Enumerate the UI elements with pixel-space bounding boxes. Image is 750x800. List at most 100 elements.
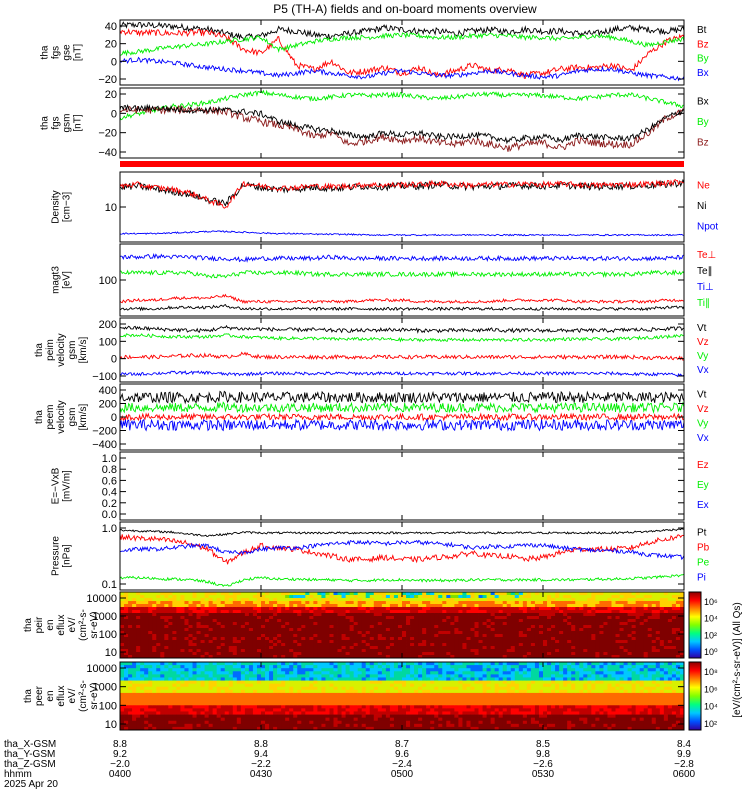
spectrogram-cell: [454, 622, 459, 626]
spectrogram-cell: [410, 708, 415, 712]
y-axis-label: [nT]: [73, 44, 84, 61]
spectrogram-cell: [228, 592, 234, 596]
spectrogram-cell: [635, 616, 641, 620]
spectrogram-cell: [345, 692, 351, 697]
spectrogram-cell: [333, 677, 338, 681]
spectrogram-cell: [619, 613, 624, 617]
spectrogram-cell: [353, 699, 359, 703]
spectrogram-cell: [164, 665, 169, 669]
spectrogram-cell: [430, 711, 435, 715]
spectrogram-cell: [470, 604, 475, 608]
spectrogram-cell: [603, 613, 608, 617]
spectrogram-cell: [285, 717, 290, 722]
spectrogram-cell: [466, 610, 471, 614]
spectrogram-cell: [635, 607, 641, 611]
spectrogram-cell: [486, 652, 492, 656]
spectrogram-cell: [377, 674, 383, 678]
spectrogram-cell: [124, 607, 129, 611]
spectrogram-cell: [595, 625, 600, 629]
spectrogram-cell: [671, 604, 677, 608]
spectrogram-cell: [305, 622, 310, 626]
spectrogram-cell: [518, 646, 524, 650]
spectrogram-cell: [317, 699, 322, 703]
spectrogram-cell: [248, 622, 254, 626]
spectrogram-cell: [220, 601, 226, 605]
spectrogram-cell: [164, 671, 169, 675]
spectrogram-cell: [454, 610, 459, 614]
spectrogram-cell: [212, 616, 218, 620]
spectrogram-cell: [192, 668, 197, 672]
spectrogram-cell: [655, 622, 661, 626]
spectrogram-cell: [176, 726, 181, 731]
spectrogram-cell: [361, 680, 367, 685]
spectrogram-cell: [522, 604, 528, 608]
spectrogram-cell: [325, 699, 330, 703]
spectrogram-cell: [128, 619, 133, 623]
spectrogram-cell: [522, 616, 528, 620]
spectrogram-cell: [547, 619, 552, 623]
spectrogram-cell: [414, 652, 419, 656]
spectrogram-cell: [530, 616, 536, 620]
spectrogram-cell: [240, 625, 246, 629]
spectrogram-cell: [200, 625, 205, 629]
spectrogram-cell: [458, 595, 463, 599]
spectrogram-cell: [337, 625, 342, 629]
spectrogram-cell: [208, 714, 214, 719]
spectrogram-cell: [148, 616, 153, 620]
spectrogram-cell: [208, 619, 214, 623]
spectrogram-cell: [559, 613, 564, 617]
spectrogram-cell: [393, 631, 399, 635]
spectrogram-cell: [381, 619, 387, 623]
spectrogram-cell: [293, 662, 298, 666]
spectrogram-cell: [663, 649, 669, 653]
spectrogram-cell: [579, 628, 584, 632]
spectrogram-cell: [389, 717, 395, 722]
spectrogram-cell: [583, 643, 588, 647]
spectrogram-cell: [273, 674, 278, 678]
spectrogram-cell: [160, 671, 165, 675]
spectrogram-cell: [587, 619, 592, 623]
spectrogram-cell: [543, 610, 548, 614]
spectrogram-cell: [627, 616, 633, 620]
spectrogram-cell: [289, 616, 294, 620]
spectrogram-cell: [393, 628, 399, 632]
spectrogram-cell: [132, 668, 137, 672]
spectrogram-cell: [337, 711, 342, 715]
spectrogram-cell: [265, 613, 270, 617]
spectrogram-cell: [285, 686, 290, 691]
spectrogram-cell: [357, 616, 363, 620]
spectrogram-cell: [442, 601, 447, 605]
spectrogram-cell: [446, 595, 451, 599]
spectrogram-cell: [663, 616, 669, 620]
spectrogram-cell: [365, 598, 371, 602]
spectrogram-cell: [156, 708, 161, 712]
spectrogram-cell: [248, 637, 254, 641]
spectrogram-cell: [418, 649, 423, 653]
spectrogram-cell: [309, 726, 314, 731]
spectrogram-cell: [212, 705, 218, 709]
spectrogram-cell: [200, 640, 205, 644]
spectrogram-cell: [426, 631, 431, 635]
spectrogram-cell: [172, 631, 177, 635]
spectrogram-cell: [675, 601, 681, 605]
spectrogram-cell: [393, 683, 399, 688]
spectrogram-cell: [172, 652, 177, 656]
spectrogram-cell: [446, 592, 451, 596]
spectrogram-cell: [579, 610, 584, 614]
spectrogram-cell: [160, 689, 165, 694]
spectrogram-cell: [349, 686, 355, 691]
spectrogram-cell: [164, 708, 169, 712]
spectrogram-cell: [333, 607, 338, 611]
spectrogram-cell: [454, 631, 459, 635]
spectrogram-cell: [273, 683, 278, 688]
spectrogram-cell: [397, 601, 403, 605]
legend-entry: Vy: [697, 351, 708, 362]
spectrogram-cell: [341, 607, 346, 611]
spectrogram-cell: [204, 692, 210, 697]
spectrogram-cell: [277, 646, 282, 650]
spectrogram-cell: [236, 677, 242, 681]
spectrogram-cell: [494, 613, 500, 617]
spectrogram-cell: [293, 680, 298, 685]
spectrogram-cell: [196, 628, 201, 632]
spectrogram-cell: [305, 598, 310, 602]
